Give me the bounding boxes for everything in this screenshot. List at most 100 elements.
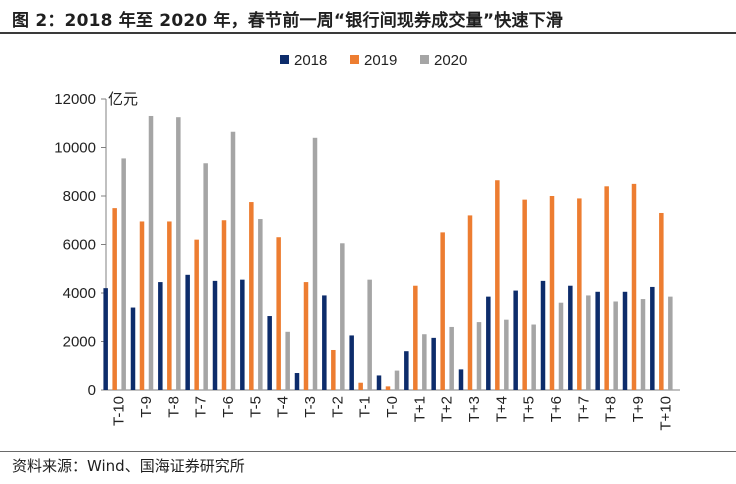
bar-2020-T+7 xyxy=(586,295,591,390)
legend-label-2018: 2018 xyxy=(294,52,327,69)
bar-2020-T+5 xyxy=(531,324,536,390)
bar-2018-T+7 xyxy=(568,285,573,390)
bar-2019-T+6 xyxy=(549,196,555,390)
x-tick-label: T+1 xyxy=(411,396,428,422)
bar-2020-T+9 xyxy=(640,299,646,390)
x-tick-label: T+4 xyxy=(493,396,510,422)
y-tick-label: 12000 xyxy=(54,91,96,108)
bar-2020-T-7 xyxy=(203,163,208,390)
bar-2018-T-5 xyxy=(240,279,245,390)
bar-2020-T-4 xyxy=(285,331,290,390)
bar-2020-T+3 xyxy=(476,322,482,390)
bar-2019-T-5 xyxy=(249,202,254,390)
bar-2019-T+2 xyxy=(440,232,445,390)
legend-swatch-2020 xyxy=(420,55,429,64)
bar-2018-T-2 xyxy=(322,295,327,390)
bar-2019-T+5 xyxy=(522,199,527,390)
bar-2018-T+10 xyxy=(650,286,655,390)
bar-2020-T+1 xyxy=(422,334,427,390)
x-tick-label: T-0 xyxy=(384,396,401,418)
bar-2019-T-8 xyxy=(167,221,172,390)
bar-2020-T+6 xyxy=(558,302,564,390)
bar-2018-T+4 xyxy=(486,296,491,390)
y-unit-label: 亿元 xyxy=(108,90,138,108)
bar-2019-T+8 xyxy=(604,186,609,390)
bar-2020-T-6 xyxy=(230,131,236,391)
bar-2018-T+1 xyxy=(404,351,409,390)
bar-2018-T-4 xyxy=(267,316,272,390)
bar-2020-T-0 xyxy=(394,370,400,390)
bar-2018-T-1 xyxy=(349,335,354,390)
x-tick-label: T+2 xyxy=(439,396,456,422)
bar-2020-T-10 xyxy=(121,158,126,390)
source-note: 资料来源：Wind、国海证券研究所 xyxy=(12,457,245,475)
bar-2018-T-10 xyxy=(103,288,108,390)
x-tick-label: T-3 xyxy=(302,396,319,418)
legend-swatch-2019 xyxy=(350,55,359,64)
bar-2019-T-2 xyxy=(331,349,336,390)
x-tick-label: T+9 xyxy=(630,396,647,422)
bar-2018-T-9 xyxy=(130,307,136,390)
legend-label-2019: 2019 xyxy=(364,52,397,69)
y-tick-label: 10000 xyxy=(54,140,96,157)
x-tick-label: T+3 xyxy=(466,396,483,422)
x-tick-label: T-6 xyxy=(220,396,237,418)
source-divider xyxy=(0,451,736,452)
bar-chart: 0 2000 4000 6000 8000 10000 12000 亿元 T-10 T-9 T-8 T… xyxy=(54,52,680,431)
y-tick-label: 2000 xyxy=(63,334,96,351)
x-tick-label: T+7 xyxy=(575,396,592,422)
y-tick-label: 6000 xyxy=(63,237,96,254)
bar-2018-T+6 xyxy=(540,280,546,390)
bar-2020-T+4 xyxy=(504,319,509,390)
x-tick-label: T+5 xyxy=(521,396,538,422)
y-tick-label: 8000 xyxy=(63,188,96,205)
bar-2019-T-9 xyxy=(139,221,145,390)
bar-2019-T+3 xyxy=(467,215,473,390)
bar-2018-T+2 xyxy=(431,337,436,390)
x-tick-label: T-8 xyxy=(165,396,182,418)
bar-2020-T+10 xyxy=(668,296,673,390)
bar-2019-T-4 xyxy=(276,237,281,390)
figure-title: 图 2：2018 年至 2020 年，春节前一周“银行间现券成交量”快速下滑 xyxy=(12,11,564,31)
bar-2018-T+5 xyxy=(513,290,518,390)
bar-2020-T-1 xyxy=(367,279,372,390)
x-tick-label: T+8 xyxy=(603,396,620,422)
bar-2018-T-0 xyxy=(376,375,382,390)
bar-2019-T-6 xyxy=(221,220,227,390)
bar-2019-T+10 xyxy=(659,212,664,390)
legend-swatch-2018 xyxy=(280,55,289,64)
x-tick-label: T+10 xyxy=(657,396,674,431)
title-divider xyxy=(0,32,736,34)
bar-2018-T+8 xyxy=(595,291,600,390)
bar-2020-T+2 xyxy=(449,326,454,390)
bar-2018-T-7 xyxy=(185,274,190,390)
x-tick-label: T-4 xyxy=(275,396,292,418)
bar-2018-T+3 xyxy=(458,369,464,390)
bar-2019-T-1 xyxy=(358,382,363,390)
legend-label-2020: 2020 xyxy=(434,52,467,69)
y-tick-label: 4000 xyxy=(63,285,96,302)
bar-2019-T+4 xyxy=(495,180,500,390)
bar-2019-T+7 xyxy=(577,198,582,390)
bar-2020-T-9 xyxy=(148,115,154,390)
x-tick-label: T-5 xyxy=(247,396,264,418)
bar-2020-T-8 xyxy=(176,117,181,390)
x-tick-label: T-1 xyxy=(357,396,374,418)
x-tick-label: T+6 xyxy=(548,396,565,422)
bar-2019-T-10 xyxy=(112,208,117,390)
bar-2019-T-7 xyxy=(194,239,199,390)
bar-2019-T-3 xyxy=(303,282,309,390)
bar-2020-T-2 xyxy=(340,243,345,390)
bar-2019-T+9 xyxy=(631,183,637,390)
y-tick-label: 0 xyxy=(88,382,96,399)
x-tick-label: T-9 xyxy=(138,396,155,418)
x-tick-label: T-2 xyxy=(329,396,346,418)
bar-2020-T-5 xyxy=(258,219,263,390)
bar-2018-T-6 xyxy=(212,280,218,390)
bar-2019-T+1 xyxy=(413,285,418,390)
bar-2018-T-3 xyxy=(294,373,300,390)
x-tick-label: T-10 xyxy=(111,396,128,426)
bar-2018-T+9 xyxy=(622,291,628,390)
bar-2020-T+8 xyxy=(613,301,618,390)
bar-2020-T-3 xyxy=(312,137,318,390)
